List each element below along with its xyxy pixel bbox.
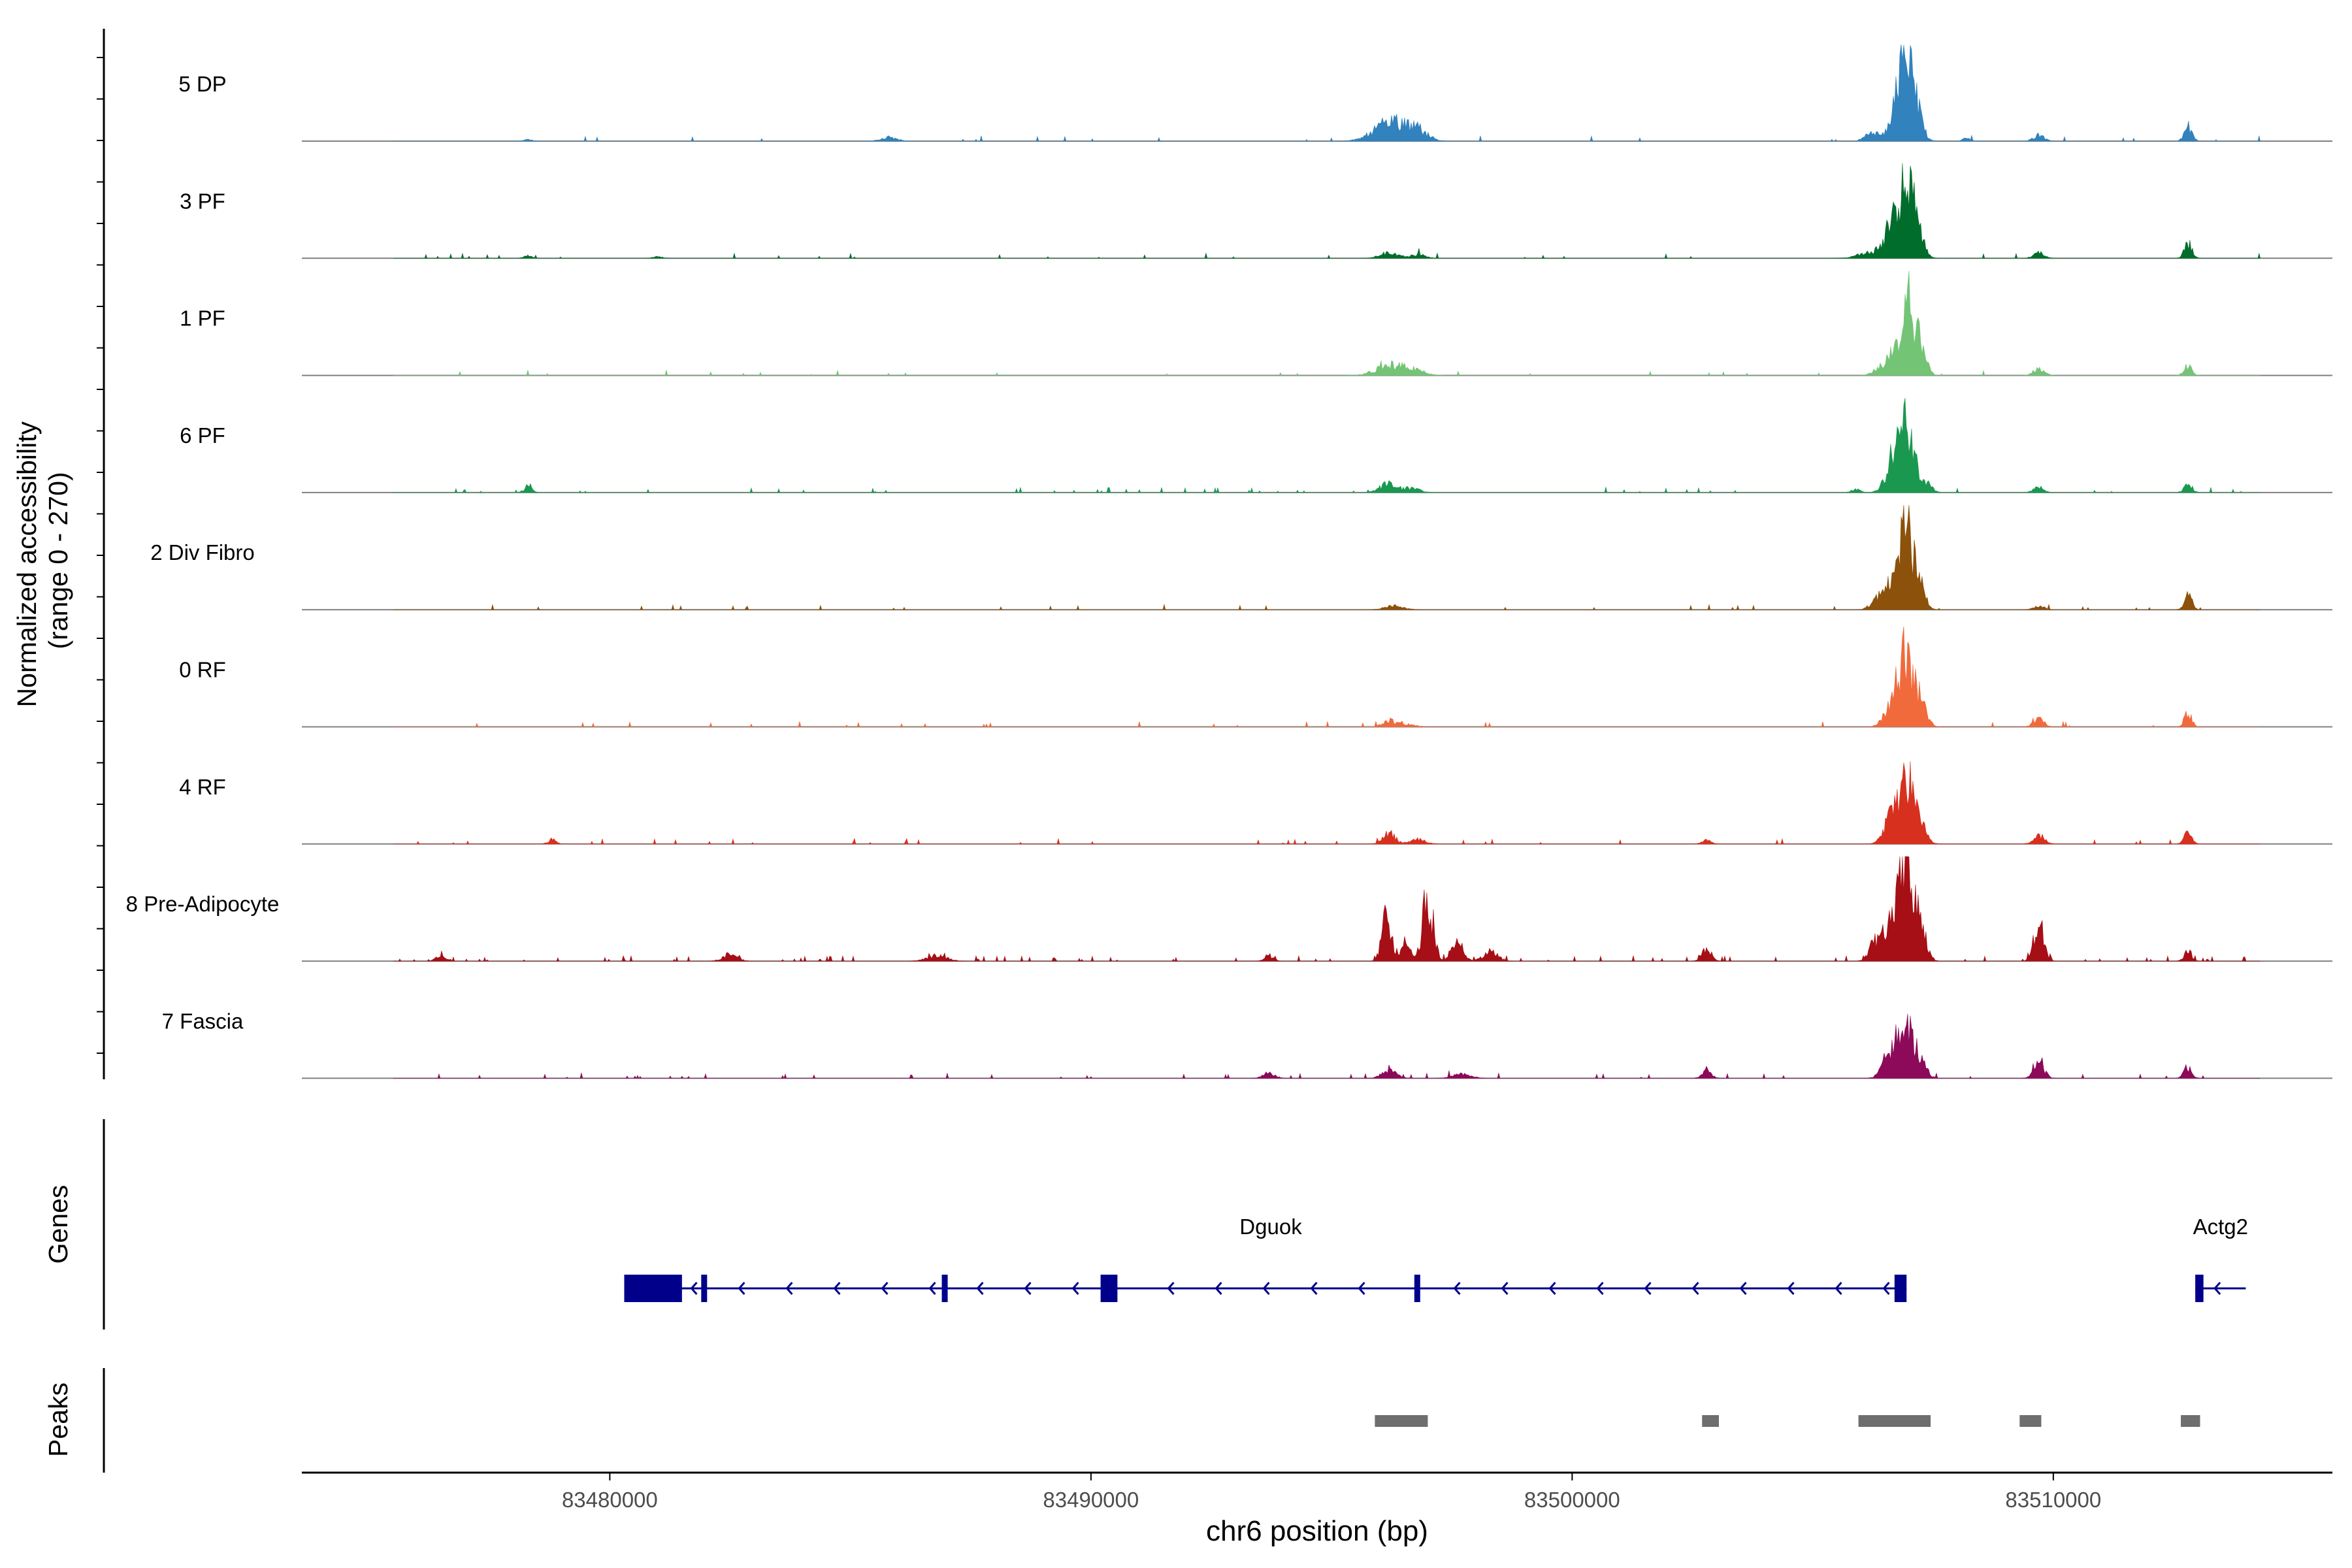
strand-arrow: [1882, 1282, 1890, 1295]
strand-arrow: [1739, 1282, 1747, 1295]
x-tick-label: 83490000: [1043, 1488, 1139, 1512]
track-label: 5 DP: [178, 72, 226, 96]
strand-arrow: [1596, 1282, 1604, 1295]
coverage-area: [393, 398, 2261, 494]
track-label: 2 Div Fibro: [150, 540, 255, 564]
y-axis-label-line1: Normalized accessibility: [12, 421, 42, 707]
x-tick-label: 83480000: [562, 1488, 658, 1512]
strand-arrow: [1835, 1282, 1842, 1295]
accessibility-axis-ticks: [97, 57, 104, 1054]
coverage-area: [393, 626, 2261, 728]
gene-exon: [1414, 1275, 1420, 1302]
y-axis-label: Normalized accessibility (range 0 - 270): [12, 414, 73, 708]
strand-arrow: [690, 1282, 698, 1295]
gene-model: Actg2: [2193, 1215, 2248, 1302]
peak-region-bar: [1375, 1415, 1428, 1427]
gene-name-label: Actg2: [2193, 1215, 2248, 1239]
strand-arrow: [1310, 1282, 1318, 1295]
gene-exon: [624, 1275, 682, 1302]
strand-arrow: [1262, 1282, 1270, 1295]
strand-arrow: [1548, 1282, 1556, 1295]
coverage-track: 4 RF: [179, 761, 2332, 845]
peak-region-bar: [1858, 1415, 1931, 1427]
strand-arrow: [738, 1282, 745, 1295]
coverage-area: [393, 44, 2261, 142]
coverage-track: 5 DP: [178, 44, 2332, 142]
coverage-area: [393, 1013, 2261, 1079]
gene-exon: [941, 1275, 948, 1302]
coverage-area: [393, 505, 2261, 610]
coverage-tracks: 5 DP 3 PF 1 PF 6 PF 2 Div Fibro 0 RF 4 RF 8 Pre…: [126, 44, 2332, 1079]
gene-model: Dguok: [624, 1215, 1907, 1302]
track-label: 7 Fascia: [162, 1009, 244, 1033]
strand-arrow: [1691, 1282, 1699, 1295]
coverage-track: 3 PF: [180, 163, 2332, 259]
coverage-area: [393, 163, 2261, 259]
strand-arrow: [2213, 1282, 2221, 1295]
strand-arrow: [833, 1282, 841, 1295]
gene-annotations: Dguok Actg2: [624, 1215, 2248, 1302]
x-axis-label: chr6 position (bp): [1206, 1515, 1428, 1547]
x-tick-label: 83500000: [1524, 1488, 1620, 1512]
gene-exon: [701, 1275, 708, 1302]
track-label: 3 PF: [180, 189, 225, 213]
track-label: 4 RF: [179, 775, 226, 799]
coverage-track: 6 PF: [180, 398, 2332, 494]
strand-arrow: [785, 1282, 793, 1295]
coverage-area: [393, 856, 2261, 962]
y-axis-label-line2: (range 0 - 270): [43, 472, 73, 649]
strand-arrow: [976, 1282, 984, 1295]
coverage-track: 1 PF: [180, 270, 2332, 376]
genes-panel-label: Genes: [43, 1185, 73, 1264]
coverage-track: 0 RF: [179, 626, 2332, 728]
strand-arrow: [881, 1282, 889, 1295]
peaks-panel-label: Peaks: [43, 1382, 73, 1457]
peak-region-bar: [1702, 1415, 1719, 1427]
strand-arrow: [928, 1282, 936, 1295]
coverage-area: [393, 270, 2261, 376]
peak-region-bar: [2019, 1415, 2042, 1427]
peak-regions: [1375, 1415, 2200, 1427]
gene-exon: [1894, 1275, 1907, 1302]
gene-exon: [1100, 1275, 1118, 1302]
coverage-track: 7 Fascia: [162, 1009, 2332, 1079]
peak-region-bar: [2181, 1415, 2200, 1427]
strand-arrow: [1787, 1282, 1795, 1295]
strand-arrow: [1501, 1282, 1509, 1295]
strand-arrow: [1453, 1282, 1461, 1295]
strand-arrow: [1167, 1282, 1175, 1295]
track-label: 6 PF: [180, 423, 225, 448]
track-label: 1 PF: [180, 306, 225, 331]
strand-arrow: [1071, 1282, 1079, 1295]
gene-exon: [2195, 1275, 2204, 1302]
coverage-area: [393, 761, 2261, 845]
strand-arrow: [1024, 1282, 1032, 1295]
strand-arrow: [1644, 1282, 1652, 1295]
coverage-track: 8 Pre-Adipocyte: [126, 856, 2332, 962]
x-axis-ticks: 83480000 83490000 83500000 83510000: [562, 1473, 2101, 1512]
coverage-track: 2 Div Fibro: [150, 505, 2332, 611]
gene-name-label: Dguok: [1239, 1215, 1302, 1239]
x-tick-label: 83510000: [2005, 1488, 2101, 1512]
track-label: 0 RF: [179, 658, 226, 682]
track-label: 8 Pre-Adipocyte: [126, 892, 280, 916]
strand-arrow: [1358, 1282, 1365, 1295]
strand-arrow: [1215, 1282, 1222, 1295]
